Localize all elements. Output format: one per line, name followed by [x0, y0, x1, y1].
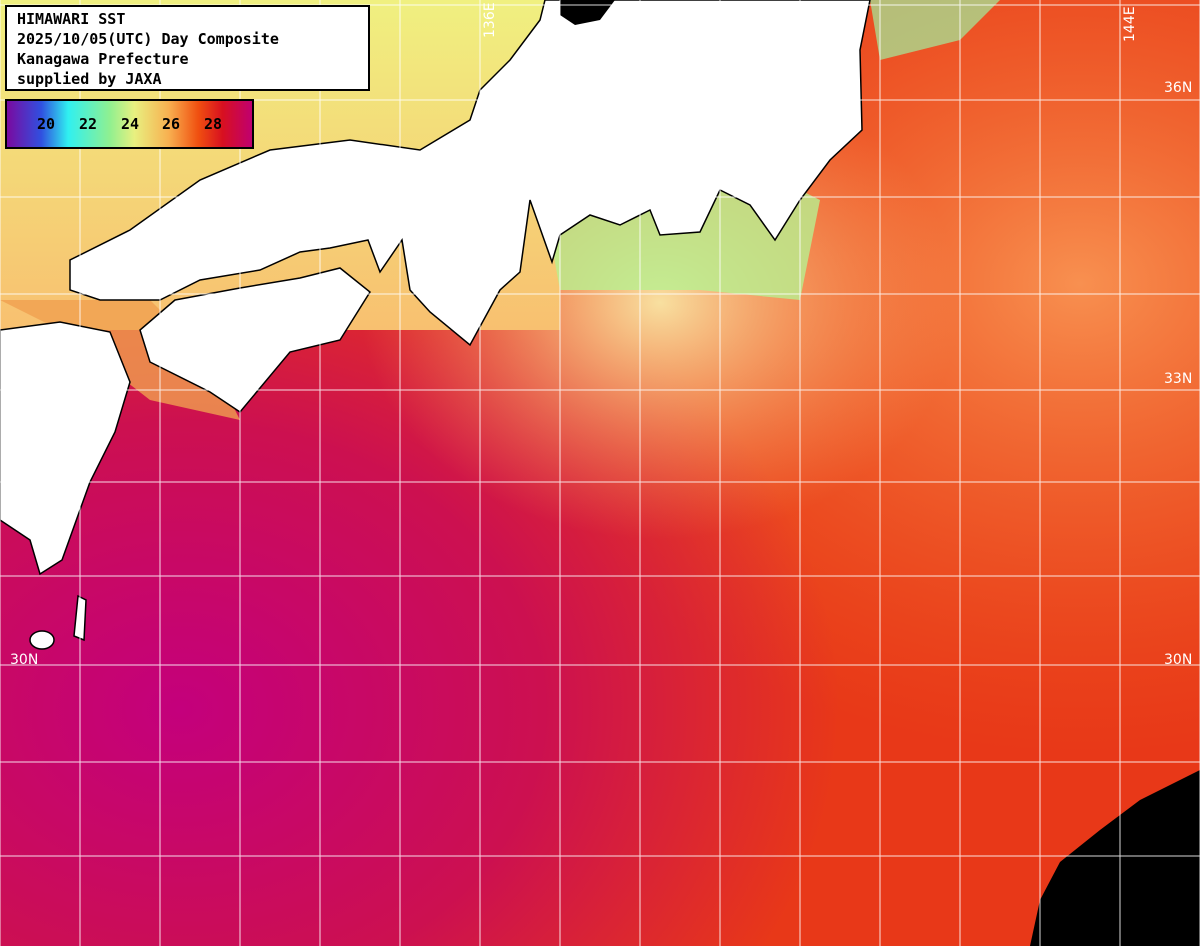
lat-label-33n-left: 33N	[10, 372, 39, 388]
colorbar-tick: 22	[79, 115, 98, 133]
honshu	[69, 0, 871, 347]
colorbar-tick: 28	[204, 115, 223, 133]
shikoku	[139, 267, 371, 413]
northern-cool-water	[870, 0, 1000, 60]
title-product: HIMAWARI SST	[17, 10, 126, 28]
sado-island	[560, 0, 615, 25]
title-credit: supplied by JAXA	[17, 70, 162, 88]
yakushima	[29, 630, 55, 650]
lat-label-33n-right: 33N	[1164, 371, 1193, 387]
land	[0, 0, 871, 650]
title-date: 2025/10/05(UTC) Day Composite	[17, 30, 279, 48]
lat-label-30n-right: 30N	[1164, 652, 1193, 668]
title-region: Kanagawa Prefecture	[17, 50, 189, 68]
lat-label-36n: 36N	[1164, 80, 1193, 96]
no-data-region	[1030, 770, 1200, 946]
title-box: HIMAWARI SST 2025/10/05(UTC) Day Composi…	[5, 5, 370, 91]
temperature-colorbar: 20 22 24 26 28	[5, 99, 254, 149]
lon-label-144e: 144E	[1122, 6, 1138, 42]
lat-label-30n-left: 30N	[10, 652, 39, 668]
colorbar-tick: 20	[37, 115, 56, 133]
colorbar-tick: 26	[162, 115, 181, 133]
lon-label-136e: 136E	[482, 2, 498, 38]
colorbar-tick: 24	[121, 115, 140, 133]
